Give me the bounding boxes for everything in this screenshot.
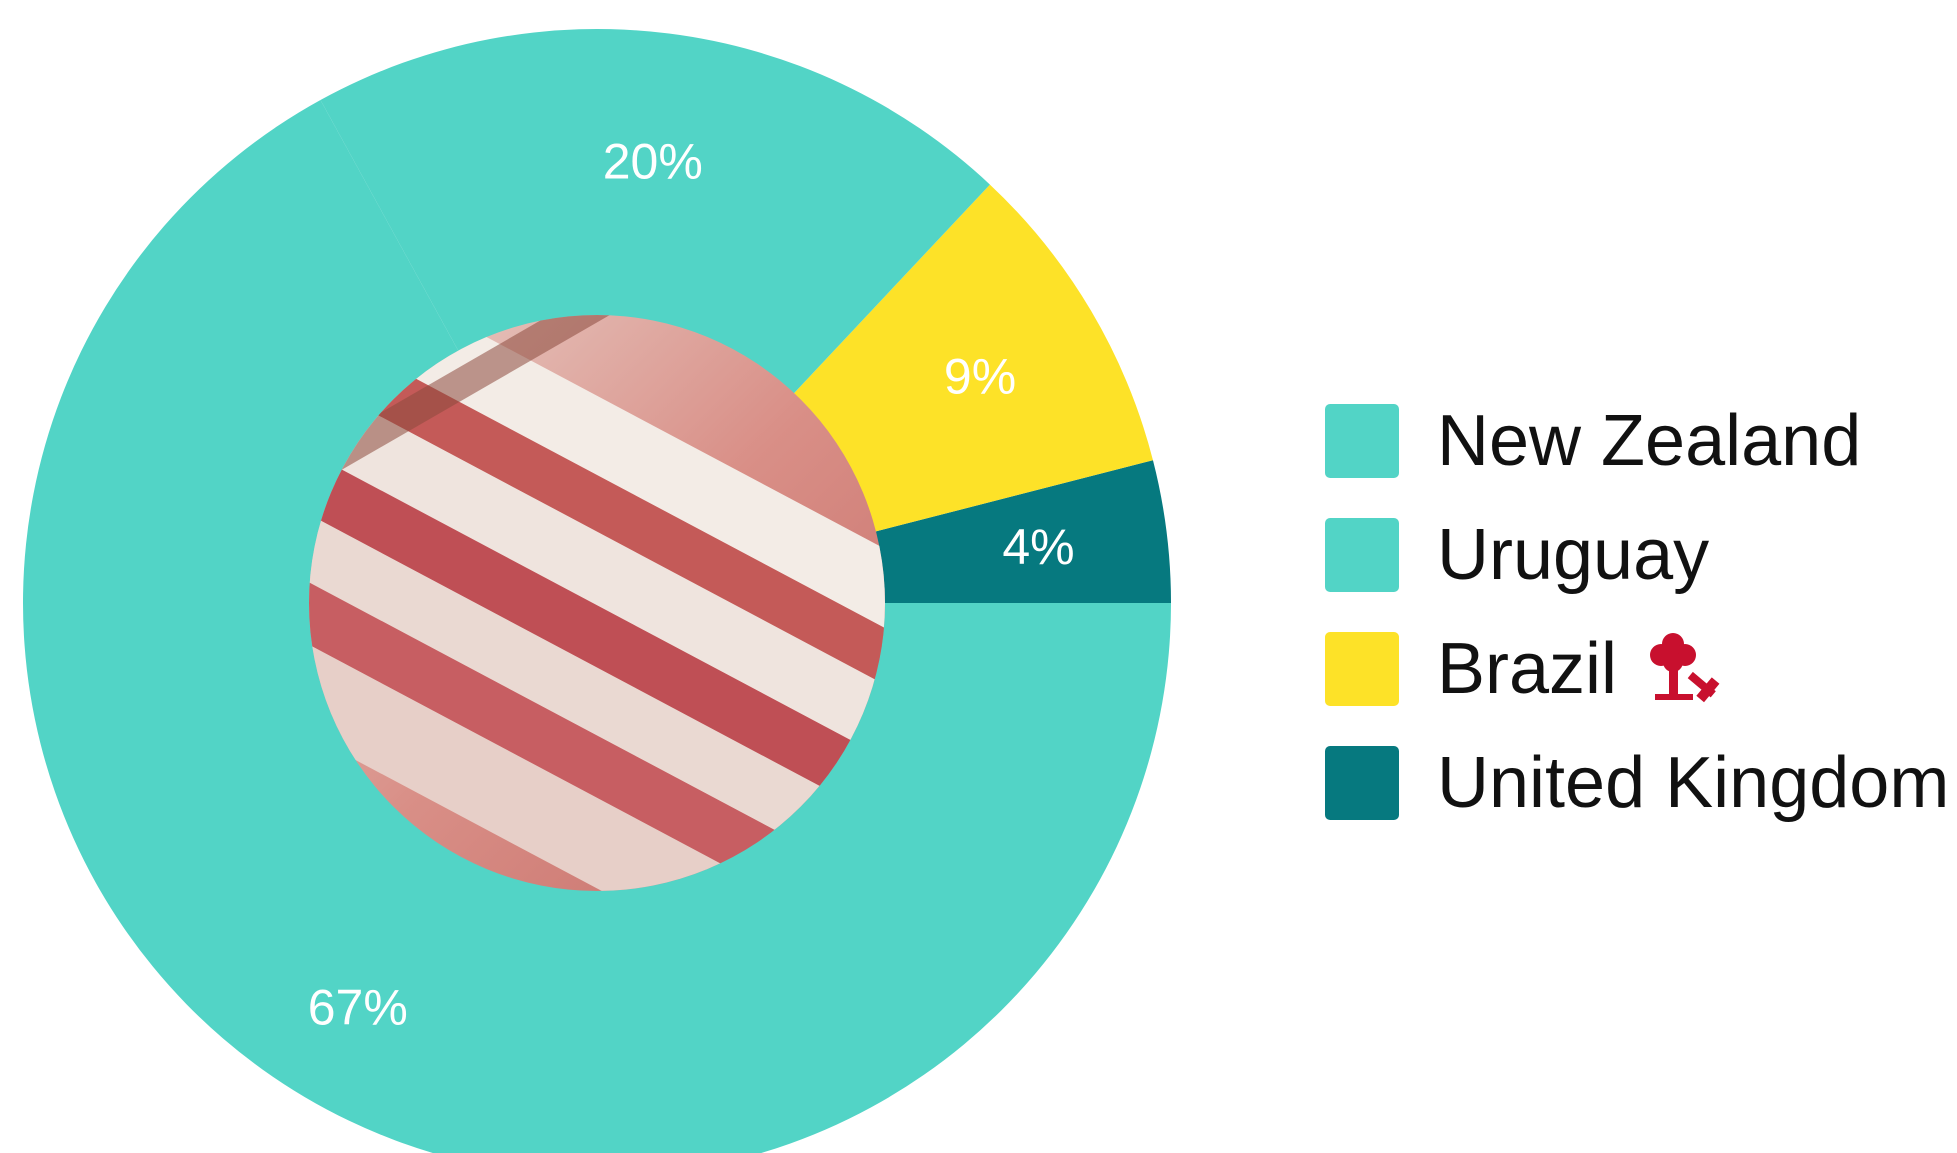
legend-item-uruguay: Uruguay [1325, 498, 1949, 612]
legend: New Zealand Uruguay Brazil United Kingdo… [1325, 384, 1949, 840]
slice-label: 4% [1002, 519, 1074, 575]
legend-item-united-kingdom: United Kingdom [1325, 726, 1949, 840]
slice-new-zealand [23, 100, 1171, 1153]
legend-swatch [1325, 404, 1399, 478]
slice-label: 67% [308, 980, 408, 1036]
legend-item-new-zealand: New Zealand [1325, 384, 1949, 498]
legend-label: Brazil [1437, 629, 1618, 709]
slice-brazil [792, 184, 1153, 532]
center-photo [309, 315, 885, 891]
legend-swatch [1325, 518, 1399, 592]
deforestation-icon [1650, 633, 1720, 703]
legend-swatch [1325, 746, 1399, 820]
legend-swatch [1325, 632, 1399, 706]
slice-label: 9% [944, 348, 1016, 404]
slice-uruguay [320, 29, 990, 395]
legend-label: Uruguay [1437, 515, 1710, 595]
legend-item-brazil: Brazil [1325, 612, 1949, 726]
slice-united-kingdom [874, 460, 1171, 603]
slice-label: 20% [603, 134, 703, 190]
legend-label: New Zealand [1437, 401, 1862, 481]
legend-label: United Kingdom [1437, 743, 1950, 823]
